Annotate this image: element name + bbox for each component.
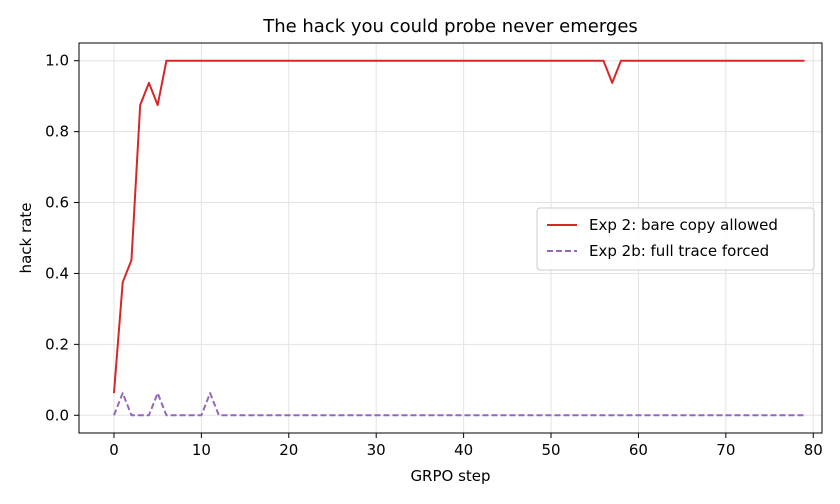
y-tick-label: 1.0 — [45, 52, 69, 70]
legend-label-1: Exp 2: bare copy allowed — [589, 216, 778, 234]
y-tick-label: 0.8 — [45, 123, 69, 141]
x-tick-label: 70 — [716, 441, 735, 459]
ticks: 0 10 20 30 40 50 60 70 80 0.0 0.2 0.4 0.6 0.8 1.0 — [45, 52, 823, 459]
legend-label-2: Exp 2b: full trace forced — [589, 242, 769, 260]
x-tick-label: 20 — [279, 441, 298, 459]
x-tick-label: 40 — [454, 441, 473, 459]
x-tick-label: 10 — [192, 441, 211, 459]
x-tick-label: 30 — [367, 441, 386, 459]
plot-frame — [78, 42, 823, 434]
legend: Exp 2: bare copy allowed Exp 2b: full tra… — [536, 207, 815, 271]
series-line-2 — [113, 392, 805, 417]
y-tick-label: 0.4 — [45, 264, 69, 282]
legend-box — [536, 207, 815, 271]
y-axis-label: hack rate — [17, 203, 35, 274]
chart-title: The hack you could probe never emerges — [262, 16, 638, 37]
x-tick-label: 0 — [109, 441, 119, 459]
x-tick-label: 80 — [804, 441, 823, 459]
x-axis-label: GRPO step — [410, 467, 490, 485]
series-line-1 — [112, 59, 805, 394]
x-tick-label: 60 — [629, 441, 648, 459]
y-tick-label: 0.2 — [45, 335, 69, 353]
x-tick-label: 50 — [541, 441, 560, 459]
series-group — [112, 59, 805, 417]
y-tick-label: 0.0 — [45, 406, 69, 424]
y-tick-label: 0.6 — [45, 194, 69, 212]
